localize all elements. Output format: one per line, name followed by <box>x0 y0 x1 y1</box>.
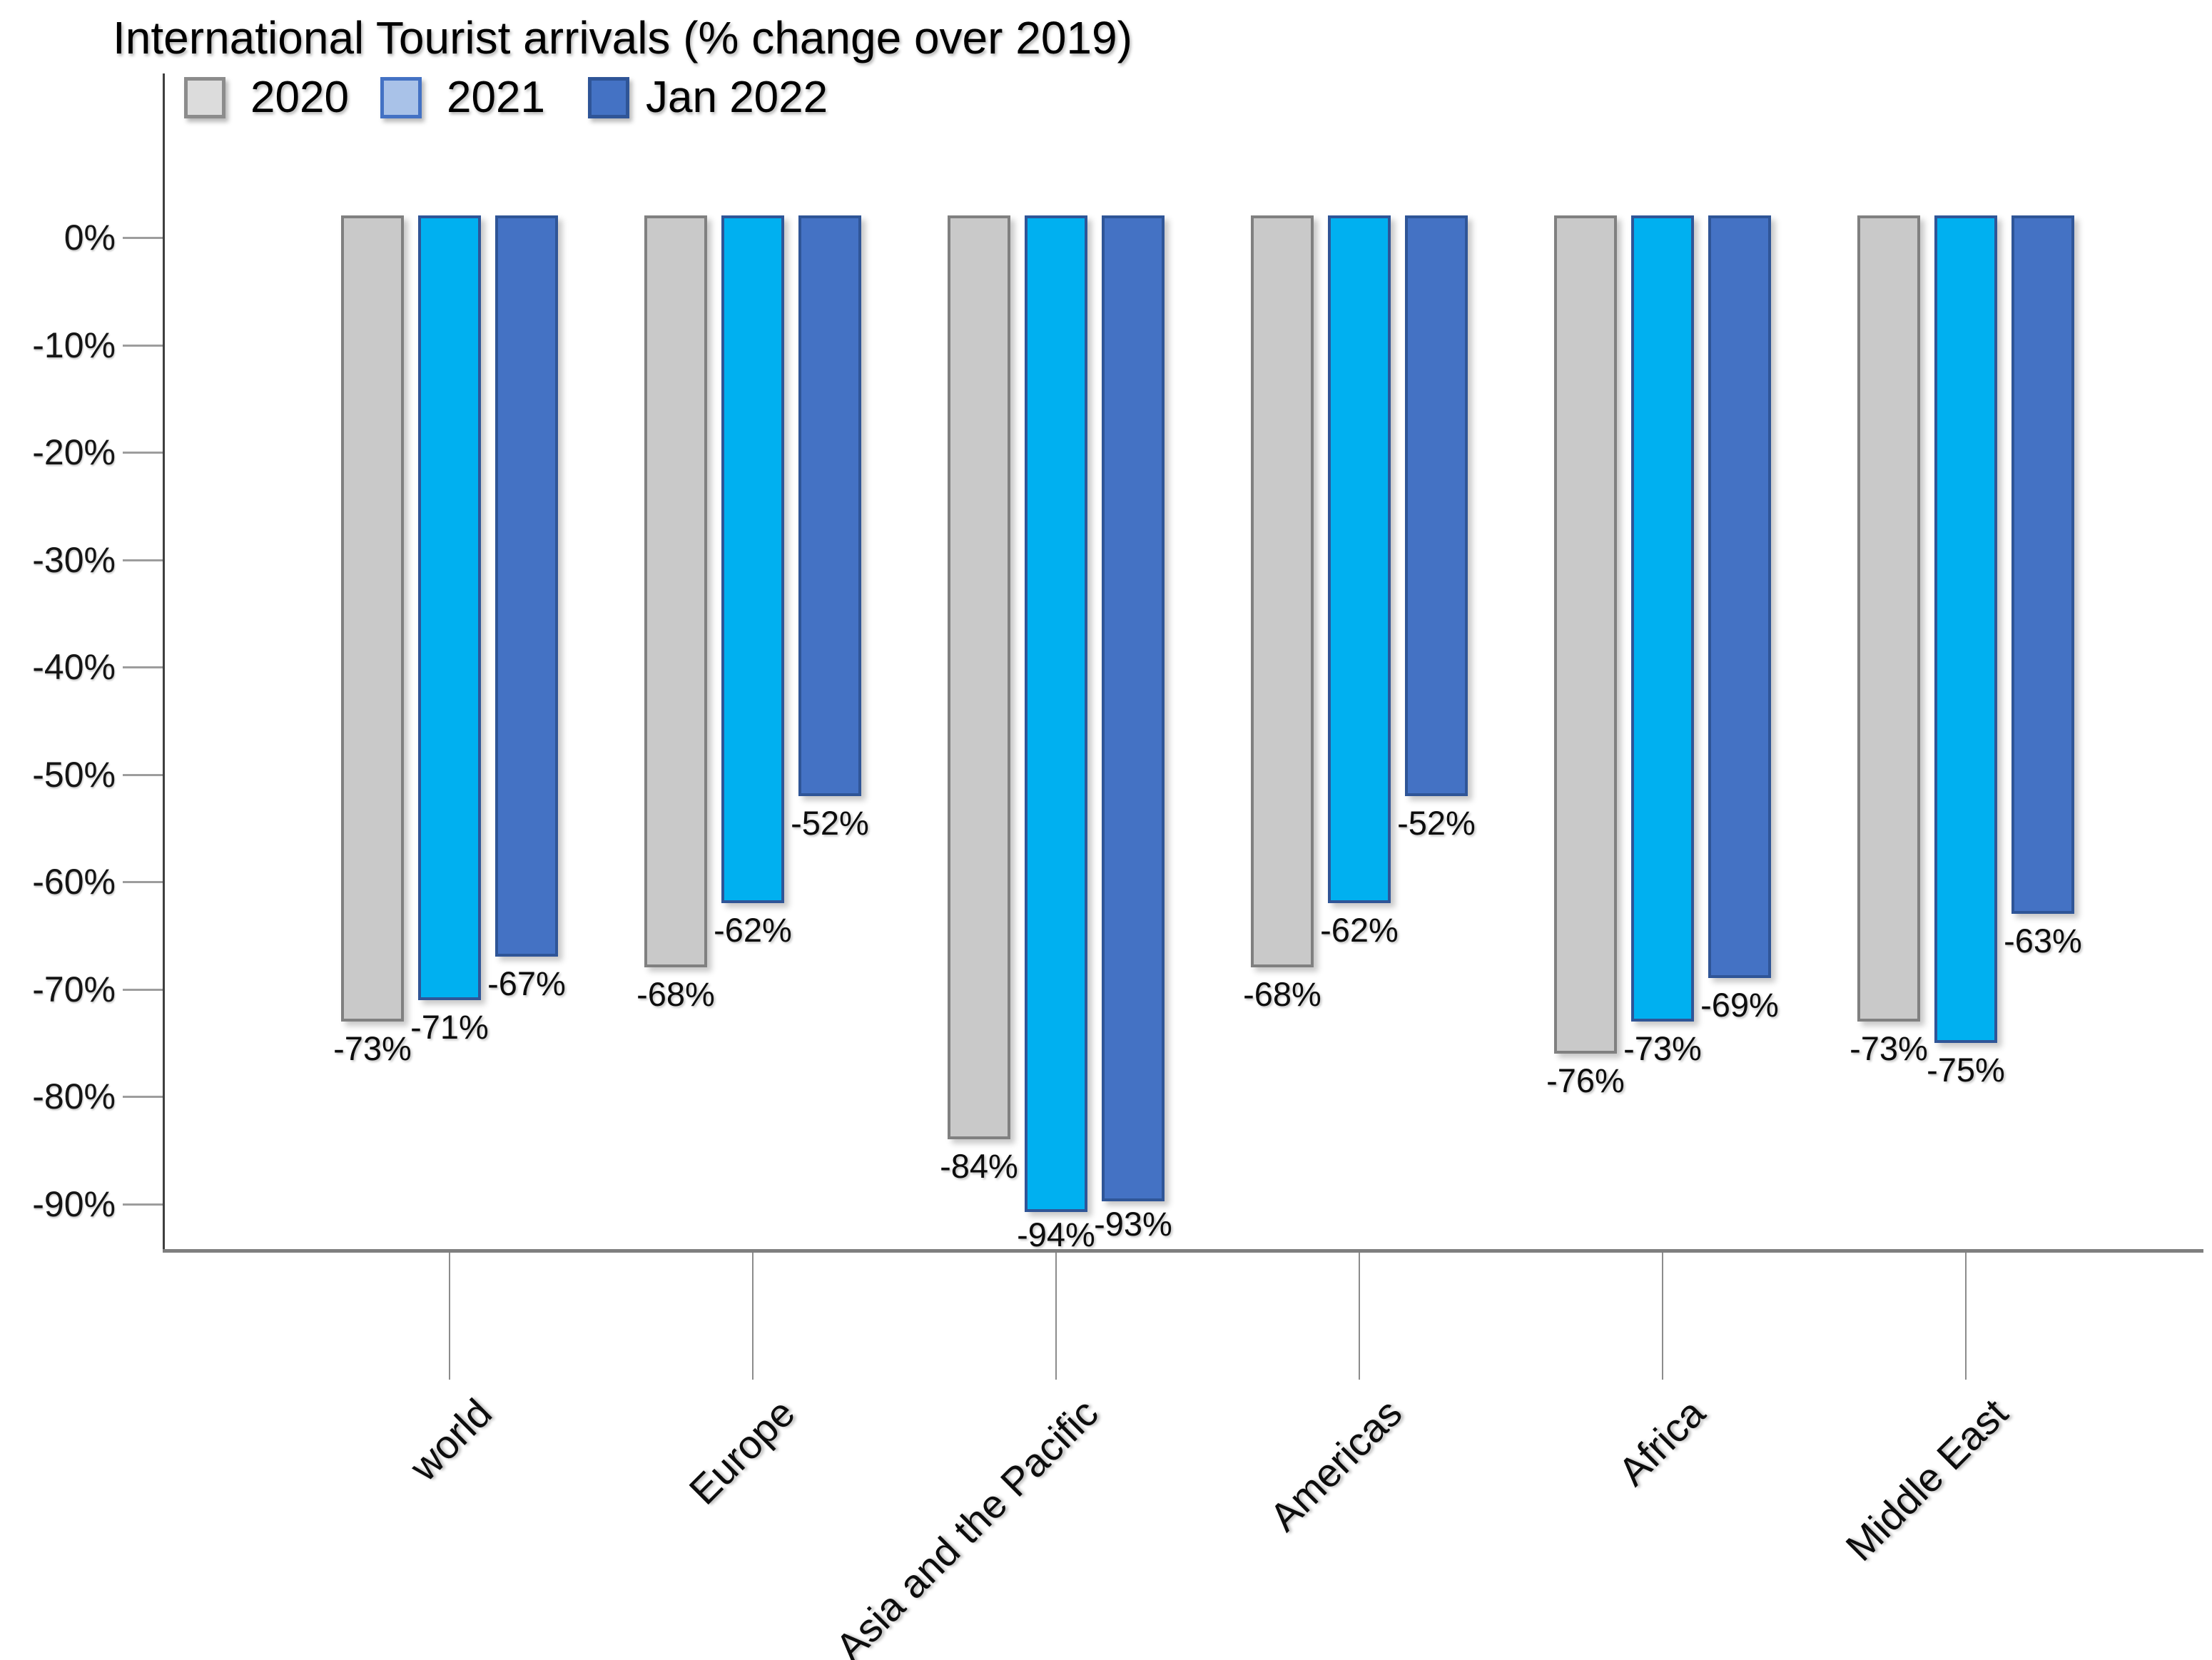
y-axis-tick-label: -60% <box>32 862 116 902</box>
x-axis-tick <box>1965 1253 1967 1380</box>
bar-2020-5 <box>1857 215 1920 1022</box>
x-axis-tick <box>752 1253 754 1380</box>
chart-title: International Tourist arrivals (% change… <box>113 12 1132 63</box>
y-axis-tick <box>123 237 163 239</box>
x-axis-category-label: Europe <box>680 1390 804 1513</box>
bar-2021-5 <box>1934 215 1997 1043</box>
bar-2020-2 <box>948 215 1010 1140</box>
x-axis-category-label: world <box>400 1390 501 1490</box>
x-axis-category-label: Americas <box>1260 1390 1411 1540</box>
bar-2021-2 <box>1025 215 1087 1212</box>
bar-value-label: -93% <box>1094 1204 1172 1243</box>
y-axis-tick <box>123 344 163 347</box>
y-axis-line <box>163 73 165 1253</box>
bar-2021-1 <box>721 215 784 904</box>
legend-swatch-2 <box>380 77 422 118</box>
x-axis-category-label: Asia and the Pacific <box>826 1390 1107 1660</box>
x-axis-category-label: Africa <box>1609 1390 1714 1494</box>
y-axis-tick <box>123 988 163 991</box>
bar-2021-3 <box>1328 215 1391 904</box>
y-axis-tick-label: -30% <box>32 539 116 580</box>
bar-value-label: -73% <box>1850 1029 1928 1067</box>
bar-jan-2022-4 <box>1708 215 1771 979</box>
y-axis-tick-label: -40% <box>32 647 116 687</box>
bar-value-label: -52% <box>791 803 869 842</box>
bar-value-label: -63% <box>2004 922 2082 960</box>
y-axis-tick <box>123 559 163 561</box>
y-axis-tick-label: -90% <box>32 1183 116 1224</box>
legend-item-label: 2020 <box>250 73 349 122</box>
legend-item-label: Jan 2022 <box>646 73 828 122</box>
y-axis-tick-label: -70% <box>32 969 116 1009</box>
bar-value-label: -67% <box>487 964 566 1003</box>
bar-jan-2022-2 <box>1102 215 1165 1201</box>
legend-swatch-3 <box>588 77 629 118</box>
bar-value-label: -62% <box>1320 911 1399 949</box>
x-axis-tick <box>449 1253 450 1380</box>
y-axis-tick <box>123 881 163 883</box>
y-axis-tick <box>123 773 163 776</box>
legend-item-label: 2021 <box>447 73 545 122</box>
x-axis-tick <box>1055 1253 1057 1380</box>
bar-value-label: -94% <box>1017 1216 1095 1253</box>
x-axis-category-label: Middle East <box>1837 1390 2017 1570</box>
bar-value-label: -75% <box>1927 1050 2005 1089</box>
bar-value-label: -73% <box>333 1029 412 1067</box>
y-axis-tick-label: -20% <box>32 432 116 472</box>
bar-value-label: -76% <box>1546 1061 1625 1099</box>
y-axis-tick-label: -10% <box>32 325 116 365</box>
bar-value-label: -62% <box>714 911 792 949</box>
bar-2021-0 <box>418 215 481 1000</box>
x-axis-tick <box>1359 1253 1360 1380</box>
bar-value-label: -73% <box>1623 1029 1702 1067</box>
bar-jan-2022-0 <box>495 215 558 957</box>
bar-value-label: -69% <box>1700 986 1779 1024</box>
bar-value-label: -68% <box>1243 975 1321 1014</box>
bar-2021-4 <box>1631 215 1694 1022</box>
y-axis-tick <box>123 666 163 668</box>
y-axis-tick <box>123 1096 163 1098</box>
bar-2020-4 <box>1554 215 1617 1054</box>
x-axis-line <box>163 1249 2203 1253</box>
bar-2020-1 <box>644 215 707 968</box>
x-axis-tick <box>1662 1253 1663 1380</box>
bar-jan-2022-3 <box>1405 215 1468 796</box>
bar-jan-2022-1 <box>798 215 861 796</box>
bar-value-label: -52% <box>1397 803 1476 842</box>
bar-jan-2022-5 <box>2011 215 2074 915</box>
bar-value-label: -84% <box>940 1147 1018 1186</box>
y-axis-tick-label: -80% <box>32 1076 116 1116</box>
bar-value-label: -68% <box>636 975 715 1014</box>
y-axis-tick <box>123 1203 163 1206</box>
y-axis-tick <box>123 452 163 454</box>
y-axis-tick-label: 0% <box>64 218 116 258</box>
y-axis-tick-label: -50% <box>32 754 116 795</box>
bar-2020-0 <box>341 215 404 1022</box>
bar-2020-3 <box>1251 215 1314 968</box>
bar-value-label: -71% <box>410 1007 489 1046</box>
legend-swatch-1 <box>184 77 225 118</box>
